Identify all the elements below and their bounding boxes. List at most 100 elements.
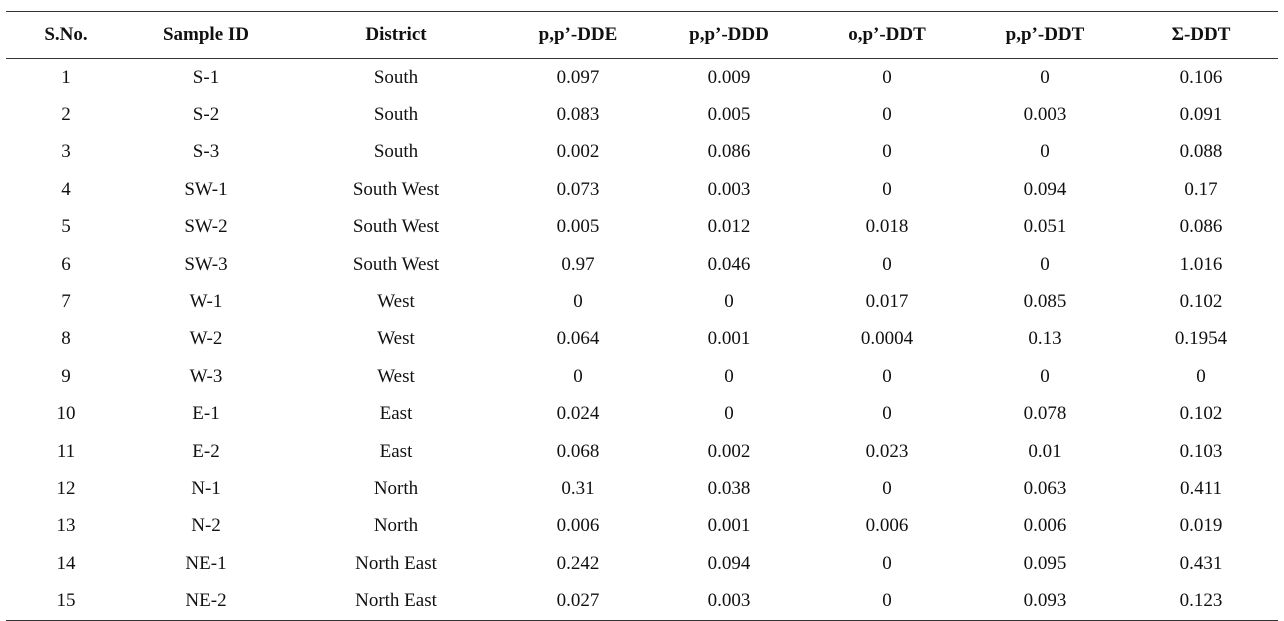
cell-pp-ddd: 0.005: [707, 104, 751, 126]
cell-sample-id: NE-2: [185, 590, 227, 612]
cell-pp-dde: 0.006: [556, 515, 600, 537]
cell-pp-dde: 0.005: [556, 216, 600, 238]
ddt-residue-table: S.No. Sample ID District p,p’-DDE p,p’-D…: [6, 11, 1278, 621]
cell-pp-ddt: 0.051: [1023, 216, 1067, 238]
cell-serial-number: 11: [56, 440, 76, 462]
cell-serial-number: 13: [56, 515, 76, 537]
cell-sample-id: SW-2: [184, 216, 228, 238]
cell-pp-ddd: 0.001: [707, 515, 751, 537]
cell-sample-id: W-3: [189, 365, 223, 387]
cell-pp-dde: 0.027: [556, 590, 600, 612]
cell-district: North East: [355, 590, 437, 612]
header-district: District: [365, 24, 427, 45]
cell-serial-number: 14: [56, 552, 76, 574]
cell-sample-id: S-3: [192, 141, 220, 163]
cell-serial-number: 15: [56, 590, 76, 612]
cell-sample-id: W-2: [189, 328, 223, 350]
cell-pp-ddd: 0: [724, 291, 734, 313]
cell-pp-ddd: 0.003: [707, 590, 751, 612]
cell-serial-number: 3: [61, 141, 71, 163]
cell-sum-ddt: 0.088: [1179, 141, 1223, 163]
cell-pp-ddt: 0.01: [1028, 440, 1062, 462]
cell-op-ddt: 0.017: [865, 291, 909, 313]
cell-pp-ddt: 0: [1040, 141, 1050, 163]
cell-op-ddt: 0: [882, 365, 892, 387]
cell-district: East: [379, 403, 413, 425]
cell-pp-ddd: 0.002: [707, 440, 751, 462]
cell-pp-ddd: 0.046: [707, 253, 751, 275]
cell-op-ddt: 0.006: [865, 515, 909, 537]
cell-serial-number: 7: [61, 291, 71, 313]
table-row: 7 W-1 West 0 0 0.017 0.085 0.102: [6, 283, 1278, 320]
cell-pp-dde: 0: [573, 291, 583, 313]
header-sample-id: Sample ID: [162, 24, 250, 45]
cell-sample-id: SW-1: [184, 178, 228, 200]
cell-pp-ddt: 0: [1040, 365, 1050, 387]
cell-sample-id: W-1: [189, 291, 223, 313]
cell-pp-ddt: 0.078: [1023, 403, 1067, 425]
cell-sum-ddt: 1.016: [1179, 253, 1223, 275]
cell-op-ddt: 0: [882, 552, 892, 574]
cell-district: North: [373, 515, 419, 537]
header-pp-ddt: p,p’-DDT: [1005, 24, 1085, 45]
cell-op-ddt: 0: [882, 477, 892, 499]
cell-op-ddt: 0: [882, 66, 892, 88]
cell-district: West: [377, 328, 415, 350]
cell-pp-ddt: 0.006: [1023, 515, 1067, 537]
cell-sample-id: NE-1: [185, 552, 227, 574]
cell-serial-number: 2: [61, 104, 71, 126]
cell-sum-ddt: 0.086: [1179, 216, 1223, 238]
cell-op-ddt: 0: [882, 253, 892, 275]
cell-sum-ddt: 0.1954: [1174, 328, 1228, 350]
cell-serial-number: 5: [61, 216, 71, 238]
cell-pp-ddd: 0.009: [707, 66, 751, 88]
cell-pp-ddt: 0.095: [1023, 552, 1067, 574]
cell-sum-ddt: 0.123: [1179, 590, 1223, 612]
cell-sum-ddt: 0.102: [1179, 403, 1223, 425]
header-row: S.No. Sample ID District p,p’-DDE p,p’-D…: [6, 11, 1278, 59]
cell-sum-ddt: 0: [1196, 365, 1206, 387]
cell-op-ddt: 0: [882, 141, 892, 163]
table-row: 3 S-3 South 0.002 0.086 0 0 0.088: [6, 134, 1278, 171]
cell-pp-ddt: 0.094: [1023, 178, 1067, 200]
cell-pp-dde: 0.064: [556, 328, 600, 350]
table-body: 1 S-1 South 0.097 0.009 0 0 0.106 2 S-2 South 0.083…: [6, 59, 1278, 621]
cell-pp-ddt: 0.093: [1023, 590, 1067, 612]
cell-pp-dde: 0.068: [556, 440, 600, 462]
table-row: 10 E-1 East 0.024 0 0 0.078 0.102: [6, 396, 1278, 433]
header-op-ddt: o,p’-DDT: [848, 24, 926, 45]
cell-op-ddt: 0: [882, 104, 892, 126]
table-header: S.No. Sample ID District p,p’-DDE p,p’-D…: [6, 11, 1278, 59]
cell-pp-ddd: 0.003: [707, 178, 751, 200]
cell-pp-ddt: 0: [1040, 66, 1050, 88]
cell-district: South: [373, 104, 419, 126]
cell-sum-ddt: 0.103: [1179, 440, 1223, 462]
cell-serial-number: 10: [56, 403, 76, 425]
table-row: 9 W-3 West 0 0 0 0 0: [6, 358, 1278, 395]
table-row: 11 E-2 East 0.068 0.002 0.023 0.01 0.103: [6, 433, 1278, 470]
cell-pp-ddd: 0.086: [707, 141, 751, 163]
table-row: 5 SW-2 South West 0.005 0.012 0.018 0.051 0.086: [6, 209, 1278, 246]
cell-op-ddt: 0.018: [865, 216, 909, 238]
cell-district: South West: [352, 178, 440, 200]
table-row: 12 N-1 North 0.31 0.038 0 0.063 0.411: [6, 470, 1278, 507]
cell-pp-dde: 0.97: [561, 253, 595, 275]
cell-district: West: [377, 365, 415, 387]
cell-serial-number: 6: [61, 253, 71, 275]
cell-sample-id: S-2: [192, 104, 220, 126]
header-pp-ddd: p,p’-DDD: [689, 24, 769, 45]
cell-sample-id: SW-3: [184, 253, 228, 275]
table-row: 4 SW-1 South West 0.073 0.003 0 0.094 0.17: [6, 171, 1278, 208]
cell-pp-ddd: 0.001: [707, 328, 751, 350]
cell-op-ddt: 0: [882, 590, 892, 612]
header-serial-number: S.No.: [44, 24, 88, 45]
cell-sum-ddt: 0.17: [1184, 178, 1218, 200]
cell-op-ddt: 0.0004: [860, 328, 914, 350]
cell-pp-dde: 0.097: [556, 66, 600, 88]
cell-serial-number: 1: [61, 66, 71, 88]
cell-pp-ddd: 0.038: [707, 477, 751, 499]
cell-pp-dde: 0.024: [556, 403, 600, 425]
cell-pp-ddd: 0: [724, 365, 734, 387]
table-row: 14 NE-1 North East 0.242 0.094 0 0.095 0.431: [6, 545, 1278, 582]
cell-sample-id: N-2: [191, 515, 221, 537]
